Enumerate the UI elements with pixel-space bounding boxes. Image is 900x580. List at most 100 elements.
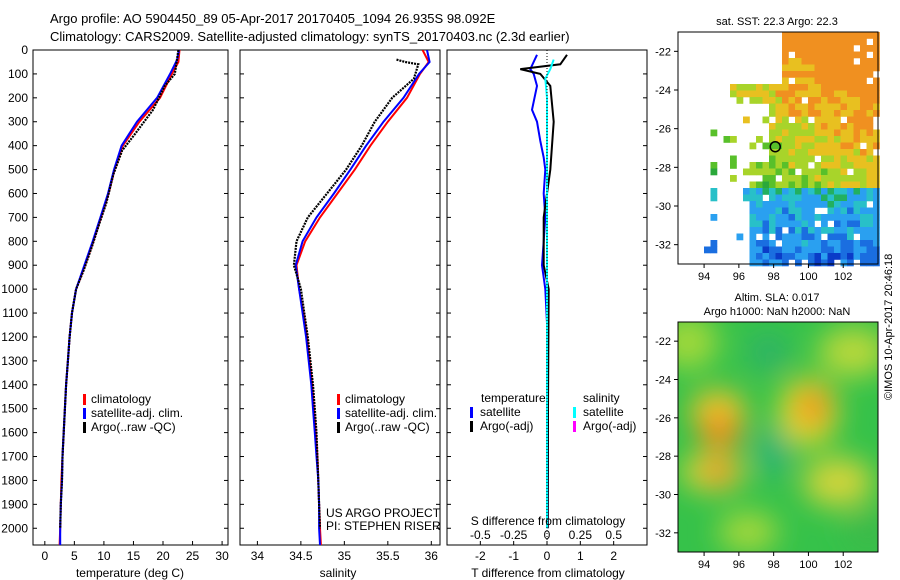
- sst-cell: [801, 32, 809, 39]
- sst-cell: [749, 246, 757, 254]
- legend-swatch: [470, 421, 473, 432]
- sst-cell: [821, 155, 828, 163]
- sst-cell: [853, 110, 861, 117]
- sst-cell: [866, 136, 874, 143]
- sst-cell: [801, 116, 809, 124]
- sst-cell: [801, 240, 809, 247]
- sst-cell: [736, 233, 744, 241]
- sst-cell: [814, 259, 822, 267]
- sst-cell: [795, 214, 802, 221]
- sst-cell: [873, 129, 880, 137]
- sst-cell: [775, 207, 783, 215]
- sst-cell: [821, 71, 828, 78]
- lon-tick-label: 96: [733, 559, 745, 571]
- sst-cell: [762, 259, 770, 267]
- sst-cell: [795, 220, 802, 228]
- sst-cell: [795, 64, 802, 72]
- sst-cell: [808, 71, 815, 78]
- sst-cell: [782, 168, 789, 176]
- sst-cell: [827, 233, 835, 241]
- sst-cell: [860, 90, 867, 98]
- sst-cell: [814, 201, 822, 208]
- sst-cell: [840, 181, 848, 189]
- lon-tick-label: 98: [768, 271, 780, 283]
- sst-cell: [710, 214, 718, 221]
- sst-cell: [866, 220, 874, 228]
- sst-cell: [743, 116, 750, 124]
- legend-swatch: [573, 421, 576, 432]
- sst-cell: [814, 71, 822, 78]
- sst-cell: [821, 142, 828, 150]
- sst-cell: [847, 45, 854, 52]
- sla-map-field: [678, 322, 878, 552]
- sst-cell: [801, 253, 809, 260]
- sst-cell: [866, 253, 874, 260]
- sst-cell: [853, 136, 861, 143]
- sst-cell: [788, 129, 796, 137]
- sst-cell: [788, 168, 796, 176]
- sst-cell: [873, 136, 880, 143]
- sst-cell: [853, 220, 861, 228]
- sst-cell: [834, 110, 841, 117]
- sst-cell: [834, 253, 841, 260]
- sst-cell: [821, 136, 828, 143]
- sst-cell: [827, 253, 835, 260]
- sst-cell: [801, 207, 809, 215]
- sst-cell: [808, 51, 815, 59]
- sst-cell: [866, 32, 874, 39]
- sst-cell: [853, 168, 861, 176]
- sst-cell: [762, 97, 770, 104]
- sst-cell: [749, 194, 757, 202]
- sst-cell: [860, 188, 867, 195]
- sst-cell: [873, 142, 880, 150]
- sst-cell: [847, 227, 854, 234]
- sst-cell: [834, 149, 841, 156]
- sst-cell: [730, 84, 737, 91]
- sst-cell: [840, 32, 848, 39]
- sst-cell: [782, 110, 789, 117]
- sst-cell: [847, 175, 854, 182]
- sst-cell: [873, 233, 880, 241]
- lat-tick-label: -30: [655, 201, 671, 213]
- sst-cell: [808, 240, 815, 247]
- sst-cell: [840, 168, 848, 176]
- sst-cell: [795, 58, 802, 65]
- sst-cell: [769, 246, 776, 254]
- sst-cell: [808, 32, 815, 39]
- series-line-satellite-adj-clim-: [294, 50, 431, 545]
- sst-cell: [788, 162, 796, 169]
- sst-cell: [795, 90, 802, 98]
- sst-cell: [847, 233, 854, 241]
- sst-cell: [782, 246, 789, 254]
- sst-cell: [788, 84, 796, 91]
- sst-cell: [860, 253, 867, 260]
- y-tick-label: 1900: [1, 497, 28, 511]
- sst-cell: [814, 233, 822, 241]
- sst-cell: [834, 201, 841, 208]
- sst-cell: [749, 240, 757, 247]
- sst-cell: [788, 253, 796, 260]
- sst-cell: [788, 149, 796, 156]
- series-line-argo-raw-qc-: [59, 50, 180, 529]
- series-line-satellite-adj-clim-: [59, 50, 180, 545]
- sla-map-subtitle: Argo h1000: NaN h2000: NaN: [704, 306, 851, 318]
- sst-cell: [795, 77, 802, 85]
- sst-cell: [788, 246, 796, 254]
- legend-label: climatology: [345, 392, 405, 406]
- sst-cell: [814, 188, 822, 195]
- y-tick-label: 1300: [1, 354, 28, 368]
- sst-cell: [827, 123, 835, 130]
- sst-cell: [866, 90, 874, 98]
- t-difference-xlabel: T difference from climatology: [471, 566, 625, 580]
- s-diff-tick-label: -0.25: [500, 528, 528, 542]
- sst-cell: [775, 97, 783, 104]
- sst-cell: [782, 38, 789, 46]
- sst-cell: [860, 32, 867, 39]
- lat-tick-label: -24: [655, 375, 671, 387]
- sst-cell: [814, 181, 822, 189]
- sst-cell: [801, 45, 809, 52]
- y-tick-label: 200: [8, 91, 28, 105]
- sst-cell: [847, 246, 854, 254]
- sst-cell: [782, 233, 789, 241]
- sst-cell: [834, 84, 841, 91]
